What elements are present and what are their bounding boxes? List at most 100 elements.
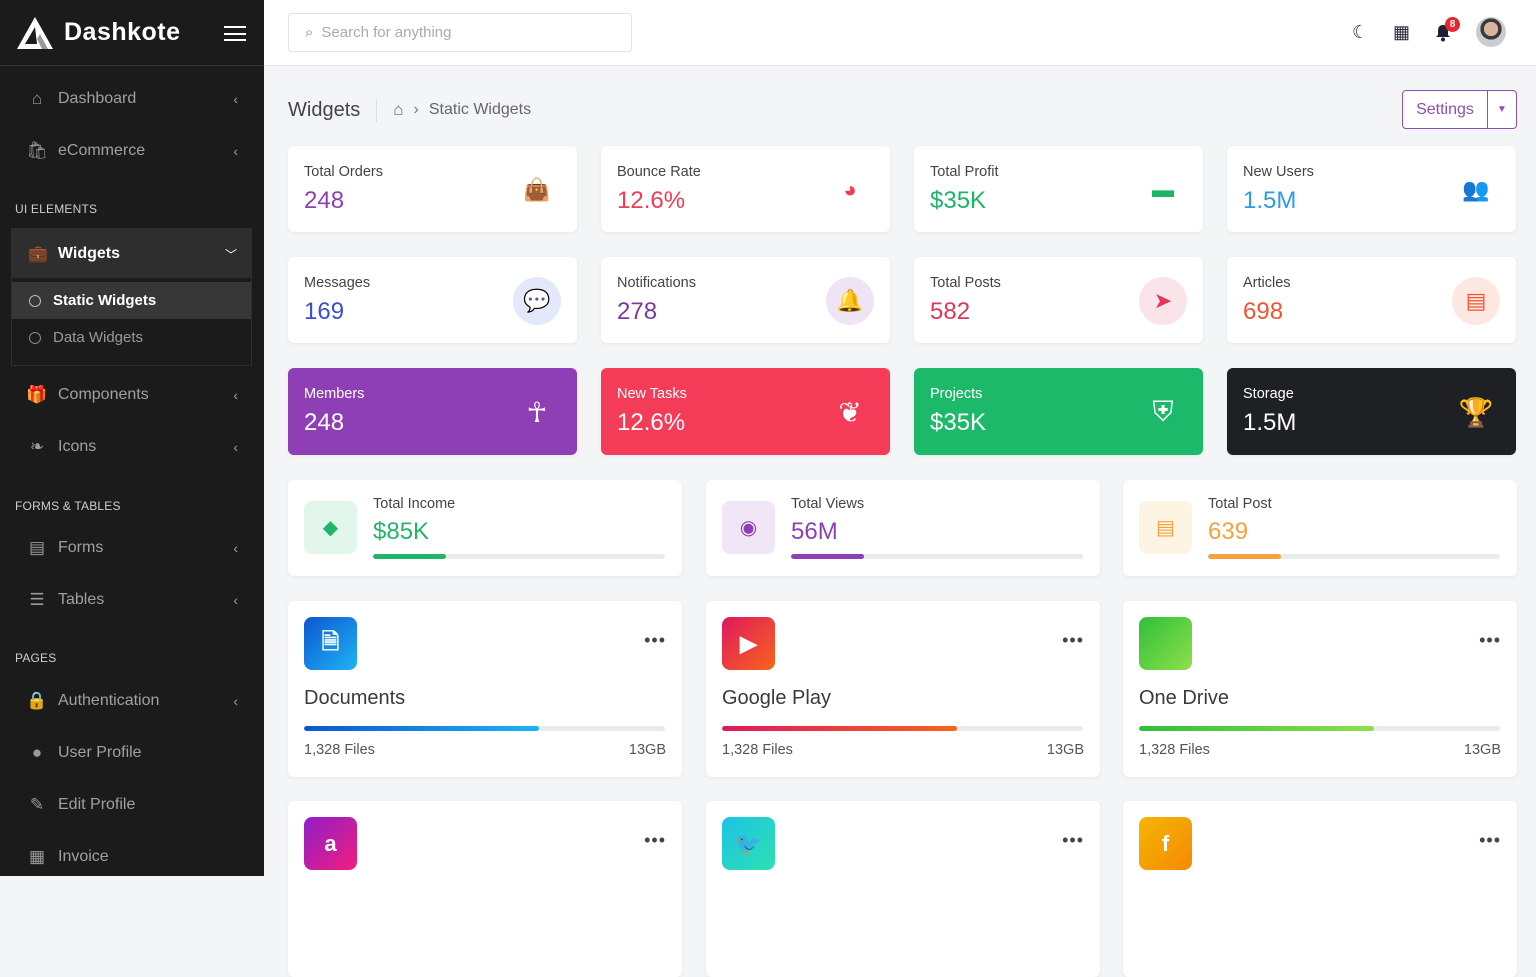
- progress-stat-card: ◆ Total Income $85K: [288, 480, 682, 576]
- circle-icon: [29, 331, 41, 344]
- leaf-icon: ❧: [29, 437, 45, 456]
- chevron-left-icon: ‹: [233, 387, 238, 403]
- page-header: Widgets ⌂ › Static Widgets: [288, 96, 531, 124]
- chevron-left-icon: ‹: [233, 91, 238, 107]
- sidebar-item-user-profile[interactable]: ● User Profile: [26, 738, 238, 768]
- sidebar-item-label: Data Widgets: [53, 329, 144, 346]
- trophy-icon: 🏆: [1458, 396, 1494, 428]
- circle-icon: [29, 294, 41, 307]
- diamond-icon: ◆: [304, 501, 357, 554]
- search-input[interactable]: ⌕ Search for anything: [288, 13, 632, 52]
- more-options-icon[interactable]: •••: [644, 830, 666, 850]
- home-icon[interactable]: ⌂: [393, 100, 404, 119]
- accessibility-icon: ☥: [526, 396, 548, 428]
- storage-size: 13GB: [628, 742, 666, 758]
- pie-chart-icon: ◕: [843, 177, 857, 202]
- file-count: 1,328 Files: [722, 742, 793, 758]
- more-options-icon[interactable]: •••: [644, 630, 666, 650]
- file-count: 1,328 Files: [1139, 742, 1210, 758]
- shopping-bag-icon: 👜: [523, 177, 551, 202]
- stat-value: 1.5M: [1243, 409, 1297, 436]
- sidebar-item-tables[interactable]: ☰ Tables ‹: [26, 585, 238, 615]
- progress-bar: [1139, 726, 1500, 731]
- stat-value: 639: [1208, 518, 1249, 545]
- storage-size: 13GB: [1046, 742, 1084, 758]
- page-title: Widgets: [288, 98, 378, 122]
- stat-card: Notifications 278 🔔: [601, 257, 890, 343]
- lock-icon: 🔒: [26, 691, 48, 710]
- file-count: 1,328 Files: [304, 742, 375, 758]
- wallet-icon: ▬: [1152, 177, 1174, 202]
- sidebar-item-label: Authentication: [58, 692, 160, 709]
- apple-icon: [1139, 617, 1192, 670]
- sidebar-item-components[interactable]: 🎁 Components ‹: [26, 380, 238, 410]
- progress-fill: [791, 554, 864, 559]
- chevron-left-icon: ‹: [233, 540, 238, 556]
- avatar[interactable]: [1476, 17, 1506, 47]
- progress-bar: [373, 554, 665, 559]
- section-heading: UI ELEMENTS: [15, 202, 98, 216]
- settings-button[interactable]: Settings ▼: [1402, 90, 1517, 129]
- sidebar-item-icons[interactable]: ❧ Icons ‹: [26, 432, 238, 462]
- stat-card-solid: Members 248 ☥: [288, 368, 577, 455]
- stat-value: $35K: [930, 409, 987, 436]
- play-icon: ▶: [722, 617, 775, 670]
- chevron-down-icon: ﹀: [224, 248, 237, 262]
- menu-toggle-icon[interactable]: [224, 26, 246, 41]
- sidebar-item-forms[interactable]: ▤ Forms ‹: [26, 533, 238, 563]
- section-heading: PAGES: [15, 651, 57, 665]
- sidebar-item-widgets[interactable]: 💼 Widgets ﹀: [12, 229, 251, 278]
- progress-bar: [1208, 554, 1500, 559]
- stat-value: $85K: [373, 518, 430, 545]
- chevron-left-icon: ‹: [233, 693, 238, 709]
- sidebar-item-label: Tables: [58, 591, 105, 608]
- stat-label: New Users: [1243, 164, 1314, 180]
- stat-value: 278: [617, 298, 658, 325]
- moon-icon[interactable]: ☾: [1352, 22, 1369, 42]
- stat-value: 582: [930, 298, 971, 325]
- briefcase-icon: 💼: [28, 245, 48, 263]
- edit-icon: ✎: [29, 795, 45, 814]
- sidebar-item-edit-profile[interactable]: ✎ Edit Profile: [26, 790, 238, 820]
- bell-icon: 🔔: [826, 277, 874, 325]
- progress-bar: [722, 726, 1083, 731]
- progress-stat-card: ▤ Total Post 639: [1123, 480, 1517, 576]
- more-options-icon[interactable]: •••: [1479, 630, 1501, 650]
- sidebar-subitem-data-widgets[interactable]: Data Widgets: [12, 319, 251, 356]
- storage-card: a •••: [288, 801, 682, 977]
- stat-value: 1.5M: [1243, 187, 1297, 214]
- storage-card: ▶ ••• Google Play 1,328 Files 13GB: [706, 601, 1100, 777]
- stat-card: Messages 169 💬: [288, 257, 577, 343]
- progress-fill: [373, 554, 446, 559]
- sidebar-item-label: Dashboard: [58, 90, 137, 107]
- stat-value: $35K: [930, 187, 987, 214]
- stat-card: Bounce Rate 12.6% ◕: [601, 146, 890, 232]
- chevron-left-icon: ‹: [233, 439, 238, 455]
- sidebar-item-invoice[interactable]: ▦ Invoice: [26, 842, 238, 872]
- more-options-icon[interactable]: •••: [1062, 830, 1084, 850]
- more-options-icon[interactable]: •••: [1062, 630, 1084, 650]
- sidebar-item-authentication[interactable]: 🔒 Authentication ‹: [26, 686, 238, 716]
- sidebar-item-dashboard[interactable]: ⌂ Dashboard ‹: [26, 84, 238, 114]
- more-options-icon[interactable]: •••: [1479, 830, 1501, 850]
- shield-check-icon: ⛨: [1152, 395, 1174, 427]
- caret-down-icon[interactable]: ▼: [1497, 104, 1507, 115]
- sidebar-item-ecommerce[interactable]: 🛍 eCommerce ‹: [26, 136, 238, 166]
- document-icon: 🗎: [304, 617, 357, 670]
- notification-badge: 8: [1445, 17, 1460, 32]
- stat-value: 248: [304, 187, 345, 214]
- stat-label: Total Income: [373, 496, 456, 512]
- storage-card: f •••: [1123, 801, 1517, 977]
- storage-size: 13GB: [1463, 742, 1501, 758]
- search-placeholder: Search for anything: [321, 24, 452, 41]
- brand: Dashkote: [0, 0, 264, 66]
- progress-fill: [1139, 726, 1374, 731]
- search-icon: ⌕: [305, 24, 314, 41]
- apps-grid-icon[interactable]: ▦: [1393, 22, 1411, 42]
- settings-label[interactable]: Settings: [1403, 91, 1488, 128]
- progress-fill: [1208, 554, 1281, 559]
- sidebar-subitem-static-widgets[interactable]: Static Widgets: [12, 282, 251, 319]
- sidebar-item-label: Static Widgets: [53, 292, 157, 309]
- send-icon: ➤: [1139, 277, 1187, 325]
- stat-value: 698: [1243, 298, 1284, 325]
